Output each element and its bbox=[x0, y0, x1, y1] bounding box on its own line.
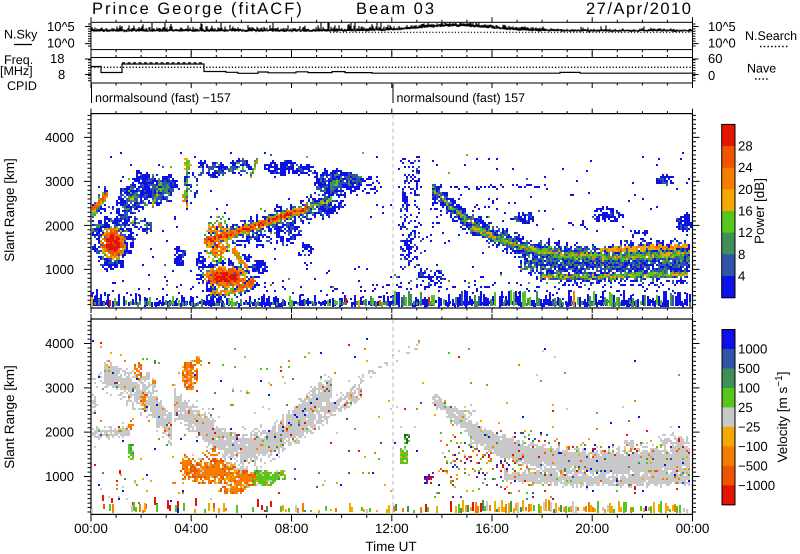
svg-text:Beam 03: Beam 03 bbox=[356, 0, 436, 18]
svg-text:12:00: 12:00 bbox=[375, 521, 409, 536]
svg-text:12: 12 bbox=[738, 225, 753, 240]
svg-text:28: 28 bbox=[738, 139, 753, 154]
svg-text:3000: 3000 bbox=[45, 174, 74, 189]
svg-text:8: 8 bbox=[58, 67, 65, 82]
svg-text:normalsound (fast) 157: normalsound (fast) 157 bbox=[397, 91, 526, 105]
svg-text:Power [dB]: Power [dB] bbox=[752, 178, 767, 244]
svg-text:16: 16 bbox=[738, 204, 753, 219]
svg-text:Prince George (fitACF): Prince George (fitACF) bbox=[92, 0, 304, 18]
svg-text:4000: 4000 bbox=[45, 336, 74, 351]
svg-text:CPID: CPID bbox=[7, 79, 37, 93]
svg-text:Slant Range [km]: Slant Range [km] bbox=[2, 365, 17, 469]
svg-text:−100: −100 bbox=[738, 439, 768, 454]
svg-text:24: 24 bbox=[738, 160, 753, 175]
svg-text:−500: −500 bbox=[738, 458, 768, 473]
svg-text:Velocity [m s−1]: Velocity [m s−1] bbox=[774, 372, 791, 463]
svg-text:3000: 3000 bbox=[45, 380, 74, 395]
svg-text:00:00: 00:00 bbox=[676, 521, 710, 536]
svg-text:−1000: −1000 bbox=[738, 478, 775, 493]
svg-text:2000: 2000 bbox=[45, 425, 74, 440]
svg-text:10^5: 10^5 bbox=[47, 19, 75, 34]
svg-text:10^5: 10^5 bbox=[708, 19, 736, 34]
svg-text:16:00: 16:00 bbox=[475, 521, 509, 536]
svg-text:04:00: 04:00 bbox=[174, 521, 208, 536]
svg-text:1000: 1000 bbox=[45, 469, 74, 484]
svg-text:Freq.: Freq. bbox=[4, 53, 33, 67]
svg-text:[MHz]: [MHz] bbox=[0, 64, 33, 78]
svg-text:27/Apr/2010: 27/Apr/2010 bbox=[586, 0, 692, 18]
svg-text:1000: 1000 bbox=[738, 342, 767, 357]
svg-text:20:00: 20:00 bbox=[575, 521, 609, 536]
svg-text:60: 60 bbox=[708, 51, 722, 66]
svg-text:20: 20 bbox=[738, 182, 753, 197]
svg-text:4000: 4000 bbox=[45, 130, 74, 145]
svg-text:4: 4 bbox=[738, 269, 745, 284]
svg-text:10^0: 10^0 bbox=[708, 36, 736, 51]
svg-text:08:00: 08:00 bbox=[275, 521, 309, 536]
svg-text:100: 100 bbox=[738, 380, 760, 395]
svg-text:500: 500 bbox=[738, 361, 760, 376]
svg-text:Nave: Nave bbox=[747, 62, 776, 76]
svg-text:8: 8 bbox=[738, 247, 745, 262]
svg-text:normalsound (fast) −157: normalsound (fast) −157 bbox=[95, 91, 231, 105]
svg-text:N.Search: N.Search bbox=[745, 29, 797, 43]
svg-text:−25: −25 bbox=[738, 419, 760, 434]
svg-text:1000: 1000 bbox=[45, 262, 74, 277]
svg-text:10^0: 10^0 bbox=[47, 36, 75, 51]
svg-text:0: 0 bbox=[708, 68, 715, 83]
svg-text:2000: 2000 bbox=[45, 219, 74, 234]
svg-text:25: 25 bbox=[738, 400, 753, 415]
svg-text:Time UT: Time UT bbox=[365, 539, 416, 554]
svg-text:18: 18 bbox=[50, 51, 64, 66]
svg-text:N.Sky: N.Sky bbox=[4, 28, 38, 42]
svg-text:00:00: 00:00 bbox=[74, 521, 108, 536]
svg-text:Slant Range [km]: Slant Range [km] bbox=[2, 158, 17, 262]
